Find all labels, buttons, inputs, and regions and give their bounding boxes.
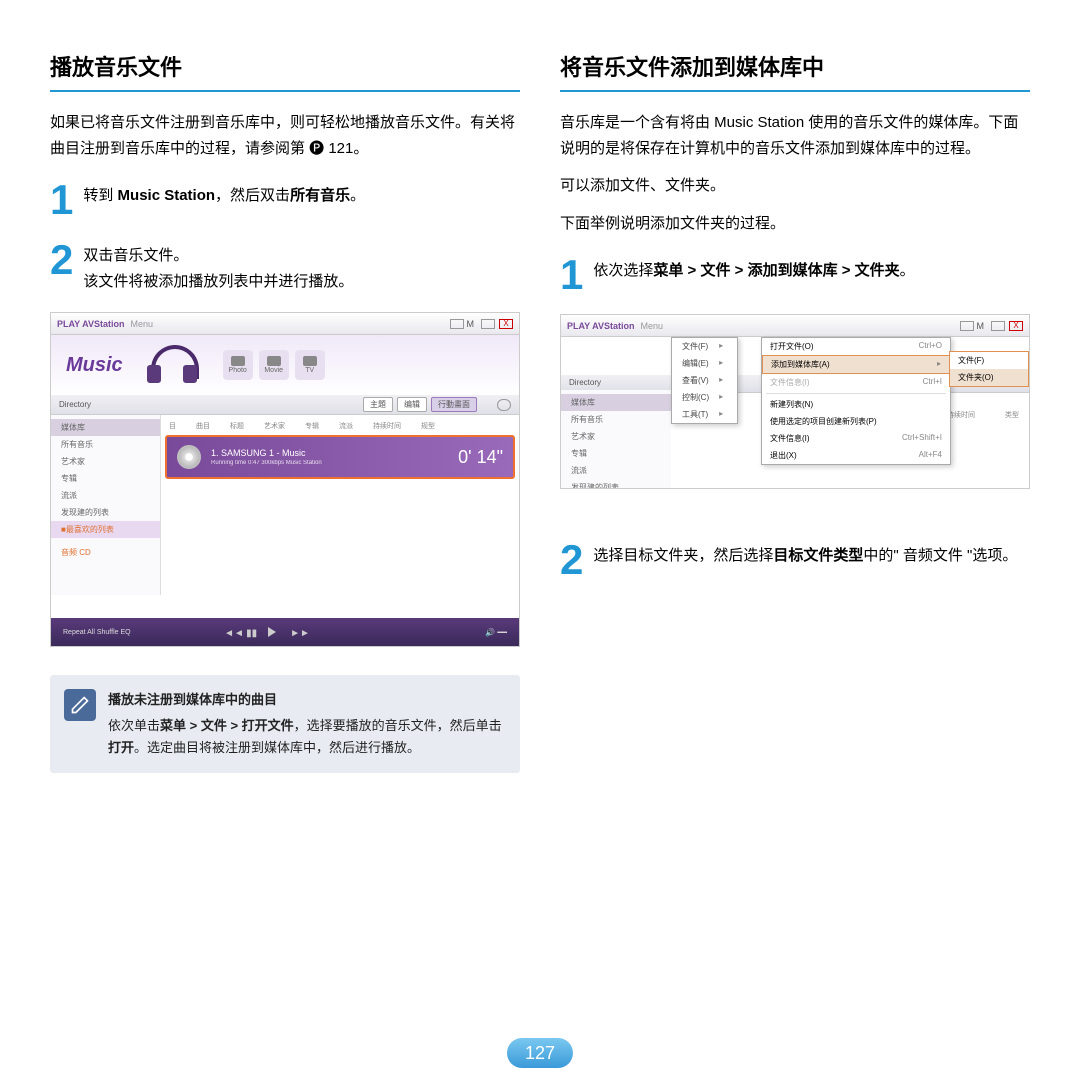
sidebar-item[interactable]: 专辑 [51, 470, 160, 487]
submenu-item[interactable]: 新建列表(N) [762, 396, 950, 413]
right-step-2: 2 选择目标文件夹，然后选择目标文件类型中的" 音频文件 "选项。 [560, 539, 1030, 581]
toolbar-btn[interactable]: 行動畫面 [431, 397, 477, 412]
dropdown-menu: 文件(F)▸ 编辑(E)▸ 查看(V)▸ 控制(C)▸ 工具(T)▸ [671, 337, 738, 424]
main-area: 目曲目标题艺术家专辑流派持续时间规型 1. SAMSUNG 1 - Music … [161, 415, 519, 595]
submenu2-item[interactable]: 文件(F) [950, 352, 1028, 369]
right-heading: 将音乐文件添加到媒体库中 [560, 50, 1030, 82]
left-step-2: 2 双击音乐文件。 该文件将被添加播放列表中并进行播放。 [50, 239, 520, 294]
movie-category[interactable]: Movie [259, 350, 289, 380]
submenu-level2: 文件(F) 文件夹(O) [949, 351, 1029, 387]
menu-item[interactable]: 编辑(E)▸ [672, 355, 737, 372]
sidebar-item[interactable]: 专辑 [561, 445, 671, 462]
sidebar-item[interactable]: 流派 [561, 462, 671, 479]
window-titlebar: PLAY AVStation Menu M X [561, 315, 1029, 337]
app-banner: Music Photo Movie TV [51, 335, 519, 395]
player-bar: Repeat All Shuffle EQ ◄◄ ▮▮ ►► 🔊 ━━ [51, 618, 519, 646]
toolbar-btn[interactable]: 编辑 [397, 397, 427, 412]
minimize-icon[interactable] [450, 319, 464, 329]
sidebar-header[interactable]: 媒体库 [51, 419, 160, 436]
menu-button[interactable]: Menu [131, 319, 154, 329]
note-body: 依次单击菜单 > 文件 > 打开文件，选择要播放的音乐文件，然后单击打开。选定曲… [108, 715, 506, 759]
sidebar-header[interactable]: 媒体库 [561, 394, 671, 411]
cd-icon [177, 445, 201, 469]
tv-category[interactable]: TV [295, 350, 325, 380]
submenu-item[interactable]: 打开文件(O)Ctrl+O [762, 338, 950, 355]
sidebar-item[interactable]: 发现建的列表 [51, 504, 160, 521]
menu-item[interactable]: 控制(C)▸ [672, 389, 737, 406]
pause-button[interactable]: ▮▮ [246, 628, 254, 636]
player-options[interactable]: Repeat All Shuffle EQ [63, 629, 131, 636]
step-number: 2 [560, 539, 583, 581]
next-button[interactable]: ►► [290, 628, 298, 636]
submenu-item[interactable]: 使用选定的项目创建新列表(P) [762, 413, 950, 430]
close-icon[interactable]: X [499, 319, 513, 329]
right-p3: 下面举例说明添加文件夹的过程。 [560, 211, 1030, 237]
close-icon[interactable]: X [1009, 321, 1023, 331]
headphones-icon [143, 345, 203, 385]
pencil-icon [64, 689, 96, 721]
sidebar-footer[interactable]: 音频 CD [51, 544, 160, 561]
note-box: 播放未注册到媒体库中的曲目 依次单击菜单 > 文件 > 打开文件，选择要播放的音… [50, 675, 520, 773]
sidebar-item[interactable]: 艺术家 [561, 428, 671, 445]
step-number: 2 [50, 239, 73, 294]
toolbar: Directory 主題 编辑 行動畫面 [51, 395, 519, 415]
menu-item[interactable]: 查看(V)▸ [672, 372, 737, 389]
play-button[interactable] [268, 627, 276, 637]
submenu-item[interactable]: 文件信息(I)Ctrl+I [762, 374, 950, 391]
track-title: 1. SAMSUNG 1 - Music [211, 448, 458, 458]
sidebar-item[interactable]: 流派 [51, 487, 160, 504]
track-subtitle: Running time 0:47 300kbps Music Station [211, 460, 458, 466]
right-step-1: 1 依次选择菜单 > 文件 > 添加到媒体库 > 文件夹。 [560, 254, 1030, 296]
volume-icon[interactable]: 🔊 ━━ [485, 628, 507, 637]
page-number: 127 [507, 1043, 573, 1064]
sidebar-item[interactable]: 所有音乐 [51, 436, 160, 453]
menu-button[interactable]: Menu [641, 321, 664, 331]
search-icon[interactable] [497, 399, 511, 411]
music-label: Music [66, 354, 123, 377]
track-row[interactable]: 1. SAMSUNG 1 - Music Running time 0:47 3… [165, 435, 515, 479]
menu-item[interactable]: 文件(F)▸ [672, 338, 737, 355]
left-intro: 如果已将音乐文件注册到音乐库中，则可轻松地播放音乐文件。有关将曲目注册到音乐库中… [50, 110, 520, 161]
sidebar: 媒体库 所有音乐 艺术家 专辑 流派 发现建的列表 ■最喜欢的列表 音频 CD [51, 415, 161, 595]
sidebar-item-active[interactable]: ■最喜欢的列表 [51, 521, 160, 538]
sidebar-item[interactable]: 艺术家 [51, 453, 160, 470]
maximize-icon[interactable] [481, 319, 495, 329]
left-step-1: 1 转到 Music Station，然后双击所有音乐。 [50, 179, 520, 221]
menu-item[interactable]: 工具(T)▸ [672, 406, 737, 423]
track-time: 0' 14" [458, 447, 503, 468]
window-titlebar: PLAY AVStation Menu M X [51, 313, 519, 335]
prev-button[interactable]: ◄◄ [224, 628, 232, 636]
note-title: 播放未注册到媒体库中的曲目 [108, 689, 506, 711]
screenshot-player: PLAY AVStation Menu M X Music Photo Movi… [50, 312, 520, 647]
step-number: 1 [50, 179, 73, 221]
step-number: 1 [560, 254, 583, 296]
submenu: 打开文件(O)Ctrl+O 添加到媒体库(A)▸ 文件信息(I)Ctrl+I 新… [761, 337, 951, 465]
heading-rule [560, 90, 1030, 92]
sidebar-item[interactable]: 发现建的列表 [561, 479, 671, 489]
toolbar-btn[interactable]: 主題 [363, 397, 393, 412]
submenu-item[interactable]: 退出(X)Alt+F4 [762, 447, 950, 464]
minimize-icon[interactable] [960, 321, 974, 331]
photo-category[interactable]: Photo [223, 350, 253, 380]
right-p1: 音乐库是一个含有将由 Music Station 使用的音乐文件的媒体库。下面说… [560, 110, 1030, 161]
menu-separator [766, 393, 946, 394]
submenu2-item-highlighted[interactable]: 文件夹(O) [950, 369, 1028, 386]
maximize-icon[interactable] [991, 321, 1005, 331]
column-headers: 目曲目标题艺术家专辑流派持续时间规型 [165, 419, 515, 433]
heading-rule [50, 90, 520, 92]
submenu-item-highlighted[interactable]: 添加到媒体库(A)▸ [762, 355, 950, 374]
submenu-item[interactable]: 文件信息(I)Ctrl+Shift+I [762, 430, 950, 447]
sidebar-item[interactable]: 所有音乐 [561, 411, 671, 428]
left-heading: 播放音乐文件 [50, 50, 520, 82]
screenshot-menu: PLAY AVStation Menu M X 文件(F)▸ 编辑(E)▸ 查看… [560, 314, 1030, 489]
right-p2: 可以添加文件、文件夹。 [560, 173, 1030, 199]
